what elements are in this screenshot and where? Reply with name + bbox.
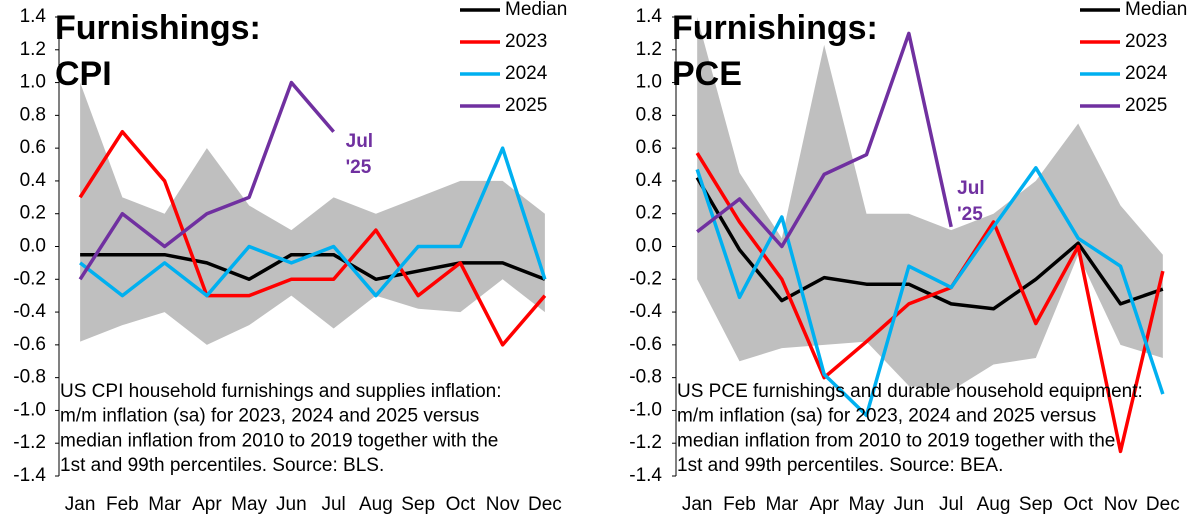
y-tick-label: -1.0 — [13, 399, 46, 420]
y-tick-label: -1.4 — [629, 465, 662, 486]
x-tick-label: Sep — [401, 494, 435, 515]
x-tick-label: Sep — [1019, 494, 1053, 515]
x-tick-label: Jul — [939, 494, 963, 515]
y-tick-label: 1.2 — [20, 39, 46, 60]
y-tick-label: -0.2 — [629, 268, 662, 289]
annotation: Jul — [957, 178, 984, 199]
series-line — [695, 166, 1165, 418]
caption: m/m inflation (sa) for 2023, 2024 and 20… — [677, 406, 1096, 427]
y-tick-label: -1.0 — [629, 399, 662, 420]
y-tick-label: 0.0 — [20, 236, 46, 257]
x-tick-label: Nov — [1104, 494, 1138, 515]
series-line — [78, 80, 335, 281]
x-tick-label: Jul — [321, 494, 345, 515]
y-tick-label: 1.0 — [636, 72, 662, 93]
y-tick-label: -1.2 — [629, 432, 662, 453]
legend-label: 2025 — [1125, 95, 1167, 116]
legend-label: 2023 — [505, 31, 547, 52]
y-tick-label: -0.2 — [13, 268, 46, 289]
y-tick-label: 0.2 — [20, 203, 46, 224]
annotation: Jul — [346, 131, 373, 152]
x-tick-label: Apr — [809, 494, 839, 515]
series-line — [696, 31, 953, 249]
chart-title: Furnishings: — [55, 9, 261, 47]
x-tick-label: Oct — [446, 494, 476, 515]
percentile-band — [697, 17, 1163, 391]
x-tick-label: Mar — [148, 494, 181, 515]
caption: 1st and 99th percentiles. Source: BLS. — [60, 455, 384, 476]
y-tick-label: 1.4 — [20, 6, 47, 27]
x-tick-label: Feb — [106, 494, 139, 515]
y-tick-label: 1.4 — [636, 6, 663, 27]
annotation: '25 — [346, 157, 372, 178]
y-tick-label: -0.6 — [13, 334, 46, 355]
legend-label: 2024 — [1125, 63, 1168, 84]
y-tick-label: 0.6 — [636, 137, 662, 158]
caption: median inflation from 2010 to 2019 toget… — [677, 430, 1115, 451]
series-line — [695, 152, 1165, 454]
y-tick-label: 0.4 — [20, 170, 47, 191]
y-tick-label: 0.0 — [636, 236, 662, 257]
percentile-band — [80, 82, 545, 345]
y-tick-label: 1.0 — [20, 72, 46, 93]
y-tick-label: -0.6 — [629, 334, 662, 355]
chart-title: Furnishings: — [672, 9, 878, 47]
annotation: '25 — [957, 204, 983, 225]
series-line — [78, 130, 547, 347]
legend-label: 2024 — [505, 63, 548, 84]
caption: median inflation from 2010 to 2019 toget… — [60, 430, 498, 451]
x-tick-label: Aug — [359, 494, 393, 515]
y-tick-label: 0.2 — [636, 203, 662, 224]
x-tick-label: Jun — [894, 494, 925, 515]
legend-label: Median — [1125, 0, 1187, 20]
legend-label: 2023 — [1125, 31, 1167, 52]
x-tick-label: Dec — [528, 494, 562, 515]
x-tick-label: Aug — [977, 494, 1011, 515]
x-tick-label: Apr — [192, 494, 222, 515]
legend-label: 2025 — [505, 95, 547, 116]
y-tick-label: 0.6 — [20, 137, 46, 158]
x-tick-label: Feb — [723, 494, 756, 515]
x-tick-label: May — [849, 494, 885, 515]
caption: US CPI household furnishings and supplie… — [60, 381, 502, 402]
caption: US PCE furnishings and durable household… — [677, 381, 1143, 402]
series-line — [79, 146, 547, 298]
y-tick-label: -0.8 — [13, 367, 46, 388]
x-tick-label: Oct — [1063, 494, 1093, 515]
y-tick-label: 1.2 — [636, 39, 662, 60]
legend-label: Median — [505, 0, 567, 20]
y-tick-label: -1.4 — [13, 465, 46, 486]
chart-title: PCE — [672, 55, 742, 93]
x-tick-label: Nov — [486, 494, 520, 515]
x-tick-label: Mar — [765, 494, 798, 515]
y-tick-label: 0.4 — [636, 170, 663, 191]
y-tick-label: -0.4 — [629, 301, 662, 322]
y-tick-label: -1.2 — [13, 432, 46, 453]
x-tick-label: Jun — [276, 494, 307, 515]
x-tick-label: Jan — [65, 494, 96, 515]
caption: m/m inflation (sa) for 2023, 2024 and 20… — [60, 406, 479, 427]
y-tick-label: 0.8 — [20, 104, 46, 125]
x-tick-label: Dec — [1146, 494, 1180, 515]
x-tick-label: Jan — [682, 494, 713, 515]
caption: 1st and 99th percentiles. Source: BEA. — [677, 455, 1003, 476]
x-tick-label: May — [231, 494, 267, 515]
y-tick-label: -0.8 — [629, 367, 662, 388]
y-tick-label: -0.4 — [13, 301, 46, 322]
y-tick-label: 0.8 — [636, 104, 662, 125]
chart-title: CPI — [55, 55, 112, 93]
